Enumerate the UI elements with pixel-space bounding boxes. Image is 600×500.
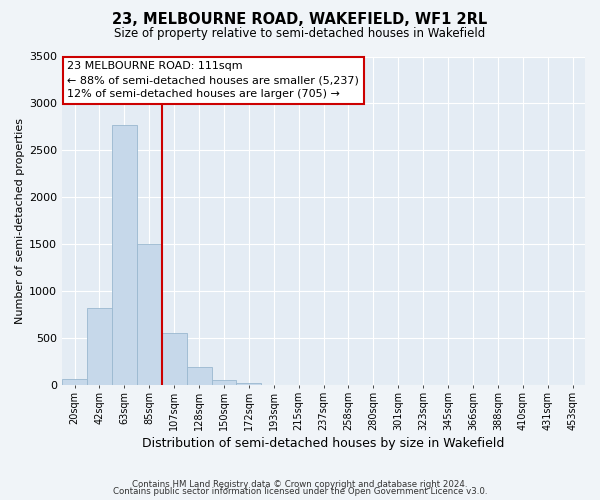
Bar (212, 380, 236, 385)
Bar (137, 244, 162, 385)
Text: 23 MELBOURNE ROAD: 111sqm
← 88% of semi-detached houses are smaller (5,237)
12% : 23 MELBOURNE ROAD: 111sqm ← 88% of semi-… (67, 62, 359, 100)
Y-axis label: Number of semi-detached properties: Number of semi-detached properties (15, 118, 25, 324)
Bar (236, 383, 262, 385)
Text: 23, MELBOURNE ROAD, WAKEFIELD, WF1 2RL: 23, MELBOURNE ROAD, WAKEFIELD, WF1 2RL (112, 12, 488, 28)
Bar (162, 332, 187, 385)
Bar (187, 367, 212, 385)
Bar (87, 308, 112, 385)
Bar (112, 124, 137, 385)
Text: Contains public sector information licensed under the Open Government Licence v3: Contains public sector information licen… (113, 488, 487, 496)
X-axis label: Distribution of semi-detached houses by size in Wakefield: Distribution of semi-detached houses by … (142, 437, 505, 450)
Bar (62, 380, 87, 385)
Text: Size of property relative to semi-detached houses in Wakefield: Size of property relative to semi-detach… (115, 28, 485, 40)
Text: Contains HM Land Registry data © Crown copyright and database right 2024.: Contains HM Land Registry data © Crown c… (132, 480, 468, 489)
